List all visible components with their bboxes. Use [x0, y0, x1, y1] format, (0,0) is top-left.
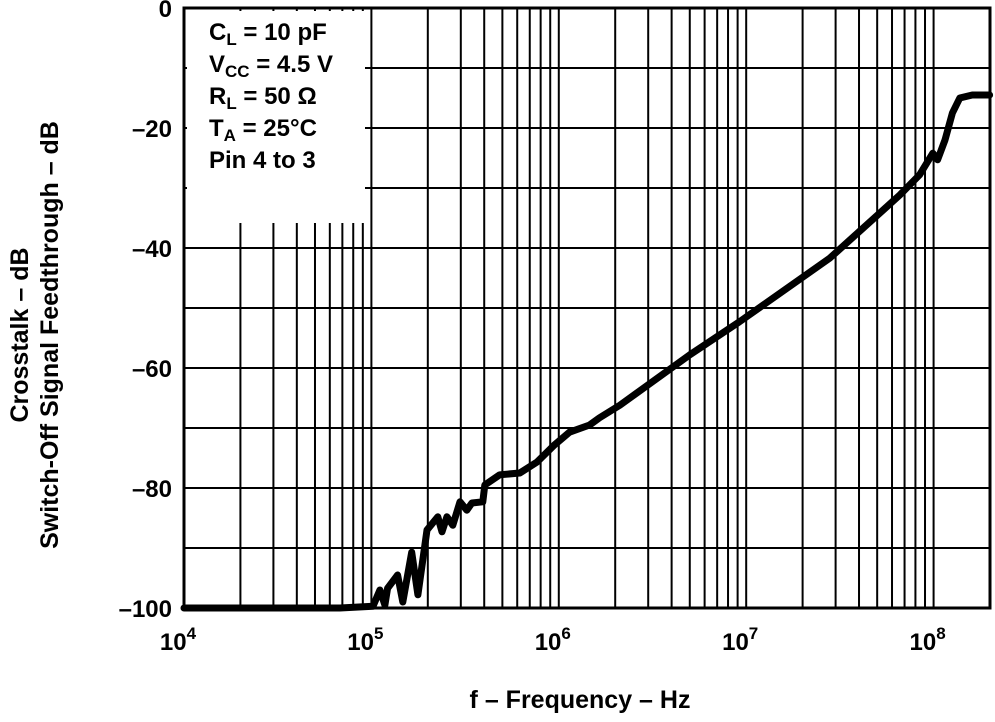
annotation-line: TA = 25°C: [209, 115, 317, 145]
conditions-annotation: CL = 10 pF VCC = 4.5 V RL = 50 Ω TA = 25…: [187, 11, 365, 223]
annotation-line: Pin 4 to 3: [209, 147, 316, 174]
x-tick-label: 106: [535, 624, 571, 656]
y-tick-label: –40: [132, 236, 172, 263]
x-axis-label: f – Frequency – Hz: [469, 686, 691, 714]
y-tick-label: 0: [159, 0, 172, 23]
y-tick-label: –100: [119, 596, 172, 623]
annotation-line: RL = 50 Ω: [209, 83, 317, 113]
x-tick-label: 105: [347, 624, 383, 656]
y-ticks: 0 –20 –40 –60 –80 –100: [119, 0, 172, 623]
annotation-line: CL = 10 pF: [209, 19, 327, 49]
y-axis-label: Crosstalk – dB Switch-Off Signal Feedthr…: [5, 45, 75, 625]
annotation-line: VCC = 4.5 V: [209, 51, 333, 81]
x-tick-label: 104: [160, 624, 197, 656]
crosstalk-curve: [180, 91, 994, 612]
x-tick-label: 107: [722, 624, 758, 656]
y-tick-label: –80: [132, 476, 172, 503]
y-axis-label-line2: Switch-Off Signal Feedthrough – dB: [36, 121, 64, 549]
x-ticks: 104 105 106 107 108: [160, 624, 946, 656]
y-tick-label: –20: [132, 116, 172, 143]
y-axis-label-line1: Crosstalk – dB: [6, 247, 34, 423]
y-tick-label: –60: [132, 356, 172, 383]
plot-frame: [182, 6, 992, 610]
x-tick-label: 108: [910, 624, 946, 656]
series: [180, 91, 994, 612]
